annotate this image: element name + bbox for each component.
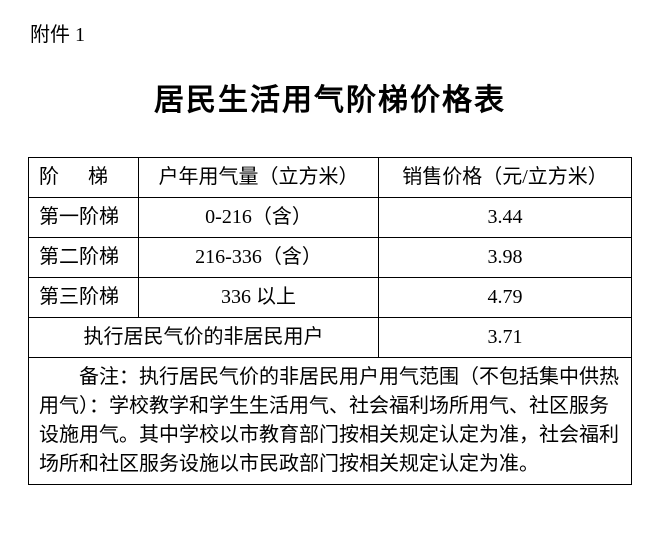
cell-usage: 216-336（含） [139, 238, 379, 278]
table-special-row: 执行居民气价的非居民用户 3.71 [29, 318, 632, 358]
attachment-label: 附件 1 [30, 18, 632, 47]
cell-tier: 第一阶梯 [29, 198, 139, 238]
header-usage: 户年用气量（立方米） [139, 158, 379, 198]
cell-note: 备注：执行居民气价的非居民用户用气范围（不包括集中供热用气）：学校教学和学生生活… [29, 358, 632, 485]
table-header-row: 阶 梯 户年用气量（立方米） 销售价格（元/立方米） [29, 158, 632, 198]
cell-tier: 第三阶梯 [29, 278, 139, 318]
header-tier: 阶 梯 [29, 158, 139, 198]
table-note-row: 备注：执行居民气价的非居民用户用气范围（不包括集中供热用气）：学校教学和学生生活… [29, 358, 632, 485]
table-row: 第三阶梯 336 以上 4.79 [29, 278, 632, 318]
cell-usage: 336 以上 [139, 278, 379, 318]
cell-price: 3.98 [379, 238, 632, 278]
cell-special-price: 3.71 [379, 318, 632, 358]
price-table: 阶 梯 户年用气量（立方米） 销售价格（元/立方米） 第一阶梯 0-216（含）… [28, 157, 632, 485]
cell-price: 4.79 [379, 278, 632, 318]
cell-special-label: 执行居民气价的非居民用户 [29, 318, 379, 358]
cell-price: 3.44 [379, 198, 632, 238]
table-row: 第一阶梯 0-216（含） 3.44 [29, 198, 632, 238]
note-text: 备注：执行居民气价的非居民用户用气范围（不包括集中供热用气）：学校教学和学生生活… [39, 363, 621, 479]
cell-tier: 第二阶梯 [29, 238, 139, 278]
page-title: 居民生活用气阶梯价格表 [28, 75, 632, 119]
table-row: 第二阶梯 216-336（含） 3.98 [29, 238, 632, 278]
header-price: 销售价格（元/立方米） [379, 158, 632, 198]
cell-usage: 0-216（含） [139, 198, 379, 238]
